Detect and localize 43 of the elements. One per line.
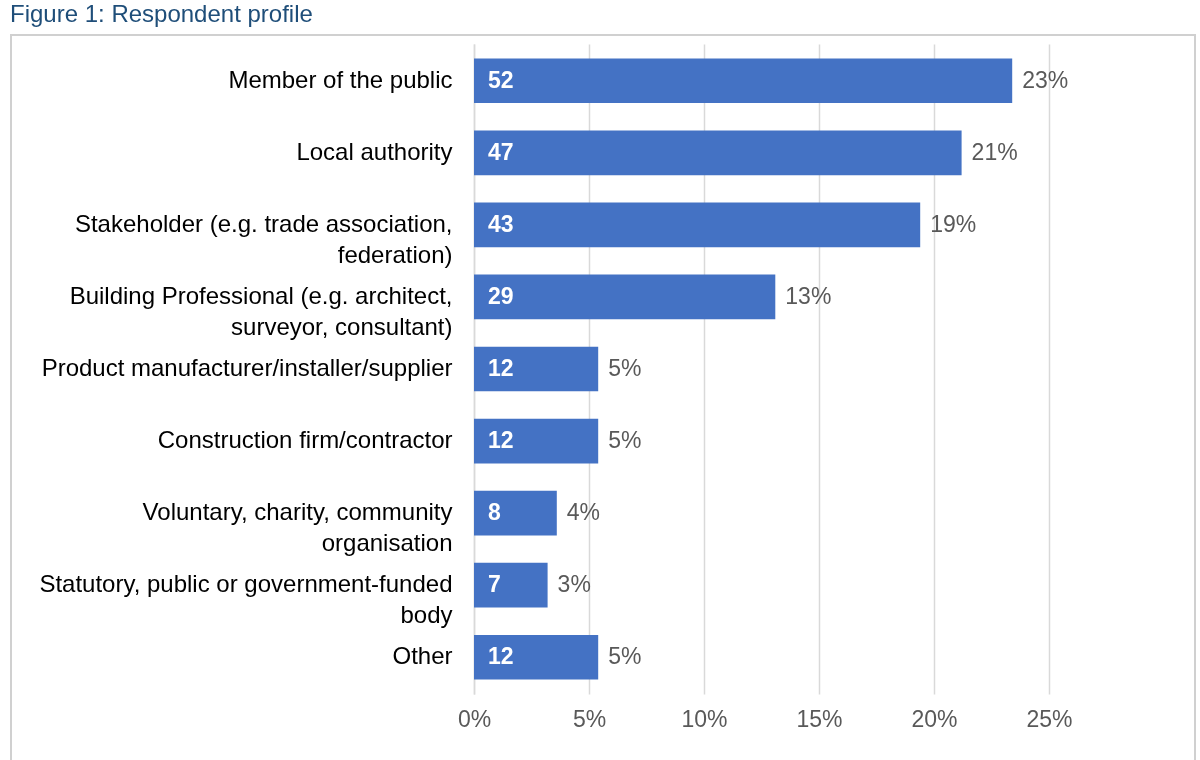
bar (474, 562, 548, 608)
y-tick-label: Construction firm/contractor (157, 426, 453, 454)
y-tick-label: Building Professional (e.g. architect, surveyor, consultant) (69, 281, 453, 340)
bar (474, 130, 962, 176)
y-tick-label: Stakeholder (e.g. trade association, federation) (74, 209, 453, 268)
x-tick-label: 10% (681, 705, 728, 732)
annotation: 47 (488, 138, 514, 165)
data-label: 23% (1022, 66, 1069, 93)
data-label: 13% (785, 282, 832, 309)
bar (474, 58, 1013, 104)
annotation: 29 (488, 282, 514, 309)
data-label: 3% (557, 571, 591, 598)
annotation: 12 (488, 355, 514, 381)
text: Figure 1: Respondent profile (10, 0, 313, 28)
x-tick-label: 15% (796, 705, 843, 732)
bar (474, 274, 776, 320)
annotation: 12 (488, 643, 514, 670)
y-tick-label: Member of the public (228, 65, 453, 93)
x-tick-label: 0% (457, 705, 492, 732)
annotation: 43 (488, 210, 514, 237)
data-label: 5% (608, 355, 642, 381)
bar (474, 418, 599, 464)
y-tick-label: Local authority (296, 137, 453, 165)
bar (474, 490, 557, 536)
annotation: 12 (488, 427, 514, 454)
data-label: 5% (608, 427, 642, 454)
y-tick-label: Product manufacturer/installer/supplier (41, 354, 453, 381)
annotation: 52 (488, 66, 514, 93)
bar (474, 634, 599, 680)
data-label: 19% (930, 210, 977, 237)
annotation: 8 (488, 499, 501, 526)
y-tick-label: Other (392, 642, 453, 670)
data-label: 21% (971, 138, 1018, 165)
x-tick-label: 25% (1026, 705, 1073, 732)
y-tick-label: Statutory, public or government-funded body (39, 570, 453, 629)
bar (474, 202, 921, 248)
bar (474, 346, 599, 392)
x-tick-label: 5% (572, 705, 607, 732)
data-label: 5% (608, 643, 642, 670)
data-label: 4% (566, 499, 601, 526)
y-tick-label: Voluntary, charity, community organisation (142, 498, 453, 557)
x-tick-label: 20% (911, 705, 958, 732)
annotation: 7 (488, 571, 501, 598)
